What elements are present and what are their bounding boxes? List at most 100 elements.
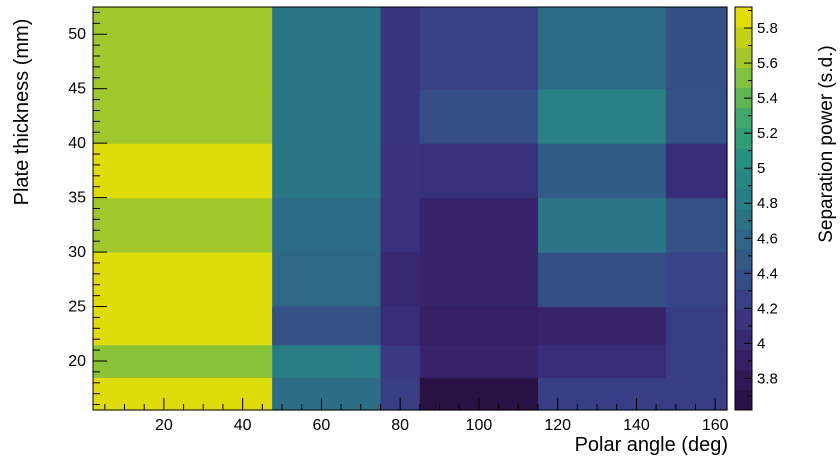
- colorbar-tick-label: 4.4: [757, 265, 778, 282]
- heatmap-cell: [537, 197, 667, 253]
- heatmap-cell: [419, 7, 539, 90]
- heatmap-cell: [380, 143, 421, 199]
- heatmap-cell: [419, 252, 539, 308]
- colorbar-tick-label: 3.8: [757, 370, 778, 387]
- heatmap-cell: [537, 344, 667, 378]
- heatmap-cell: [272, 143, 382, 199]
- colorbar-segment: [735, 369, 752, 391]
- colorbar-tick-label: 4.6: [757, 230, 778, 247]
- heatmap-cell: [537, 143, 667, 199]
- heatmap-cell: [380, 7, 421, 90]
- y-tick-label: 25: [68, 299, 86, 316]
- heatmap-cell: [272, 197, 382, 253]
- colorbar-tick-label: 4.2: [757, 300, 778, 317]
- heatmap-cell: [272, 377, 382, 411]
- x-tick-label: 80: [391, 417, 409, 434]
- colorbar-segment: [735, 67, 752, 89]
- colorbar-segment: [735, 248, 752, 270]
- heatmap-cell: [665, 344, 728, 378]
- y-tick-label: 20: [68, 353, 86, 370]
- heatmap-cell: [537, 88, 667, 144]
- x-tick-label: 60: [312, 417, 330, 434]
- colorbar-segment: [735, 127, 752, 149]
- heatmap-cell: [93, 252, 273, 308]
- heatmap-cell: [380, 88, 421, 144]
- colorbar-label: Separation power (s.d.): [816, 45, 837, 243]
- colorbar-tick-label: 5: [757, 160, 765, 177]
- heatmap-cell: [272, 88, 382, 144]
- colorbar-segment: [735, 188, 752, 209]
- heatmap-cell: [419, 344, 539, 378]
- colorbar-segment: [735, 268, 752, 290]
- y-tick-label: 35: [68, 190, 86, 207]
- colorbar-segment: [735, 168, 752, 189]
- heatmap-cell: [665, 197, 728, 253]
- heatmap-cell: [93, 143, 273, 199]
- heatmap-cell: [272, 252, 382, 308]
- colorbar-segment: [735, 87, 752, 109]
- heatmap-cell: [665, 88, 728, 144]
- y-tick-label: 30: [68, 244, 86, 261]
- x-tick-label: 120: [544, 417, 571, 434]
- x-tick-label: 40: [234, 417, 252, 434]
- colorbar-segment: [735, 208, 752, 230]
- heatmap-cell: [665, 377, 728, 411]
- heatmap-cell: [537, 306, 667, 346]
- heatmap-cell: [537, 252, 667, 308]
- colorbar-tick-label: 5.4: [757, 90, 778, 107]
- heatmap-cell: [93, 197, 273, 253]
- y-tick-label: 40: [68, 135, 86, 152]
- colorbar: 3.8 4 4.2 4.4 4.6 4.8 5 5.2 5.4 5.6 5.8: [734, 6, 778, 411]
- heatmap-cell: [537, 7, 667, 90]
- heatmap-cell: [419, 197, 539, 253]
- heatmap-cell: [380, 197, 421, 253]
- colorbar-segment: [735, 47, 752, 68]
- colorbar-segment: [735, 27, 752, 48]
- heatmap-cell: [272, 306, 382, 346]
- heatmap-cell: [93, 306, 273, 346]
- x-tick-label: 160: [702, 417, 729, 434]
- colorbar-border: [734, 6, 753, 411]
- heatmap-cell: [665, 7, 728, 90]
- heatmap-cell: [419, 88, 539, 144]
- colorbar-segment: [735, 349, 752, 371]
- colorbar-tick-label: 5.8: [757, 20, 778, 37]
- heatmap-cell: [93, 88, 273, 144]
- heatmap-cell: [665, 252, 728, 308]
- y-tick-label: 45: [68, 81, 86, 98]
- heatmap-cell: [419, 306, 539, 346]
- colorbar-segment: [735, 389, 752, 411]
- y-tick-label: 50: [68, 26, 86, 43]
- heatmap-cell: [665, 306, 728, 346]
- heatmap-cell: [665, 143, 728, 199]
- heatmap-cell: [419, 143, 539, 199]
- colorbar-tick-label: 4: [757, 335, 765, 352]
- colorbar-segment: [735, 148, 752, 169]
- colorbar-segment: [735, 289, 752, 310]
- heatmap-cell: [93, 344, 273, 378]
- heatmap-cell: [272, 344, 382, 378]
- colorbar-segment: [735, 329, 752, 351]
- colorbar-tick-label: 5.2: [757, 125, 778, 142]
- colorbar-tick-label: 5.6: [757, 55, 778, 72]
- y-axis-label: Plate thickness (mm): [11, 19, 33, 206]
- heatmap-cells: [93, 7, 728, 411]
- x-tick-label: 20: [155, 417, 173, 434]
- x-tick-label: 100: [466, 417, 493, 434]
- colorbar-segment: [735, 7, 752, 28]
- heatmap-cell: [537, 377, 667, 411]
- heatmap-cell: [93, 7, 273, 90]
- heatmap-cell: [380, 306, 421, 346]
- y-axis: 20 25 30 35 40 45 50: [68, 11, 107, 406]
- x-tick-label: 140: [623, 417, 650, 434]
- x-axis: 20 40 60 80 100 120 140 160: [104, 398, 729, 434]
- heatmap-cell: [93, 377, 273, 411]
- colorbar-segment: [735, 309, 752, 330]
- x-axis-label: Polar angle (deg): [575, 434, 728, 456]
- heatmap-cell: [272, 7, 382, 90]
- colorbar-segment: [735, 228, 752, 250]
- heatmap-cell: [380, 252, 421, 308]
- colorbar-tick-label: 4.8: [757, 195, 778, 212]
- heatmap-cell: [380, 344, 421, 378]
